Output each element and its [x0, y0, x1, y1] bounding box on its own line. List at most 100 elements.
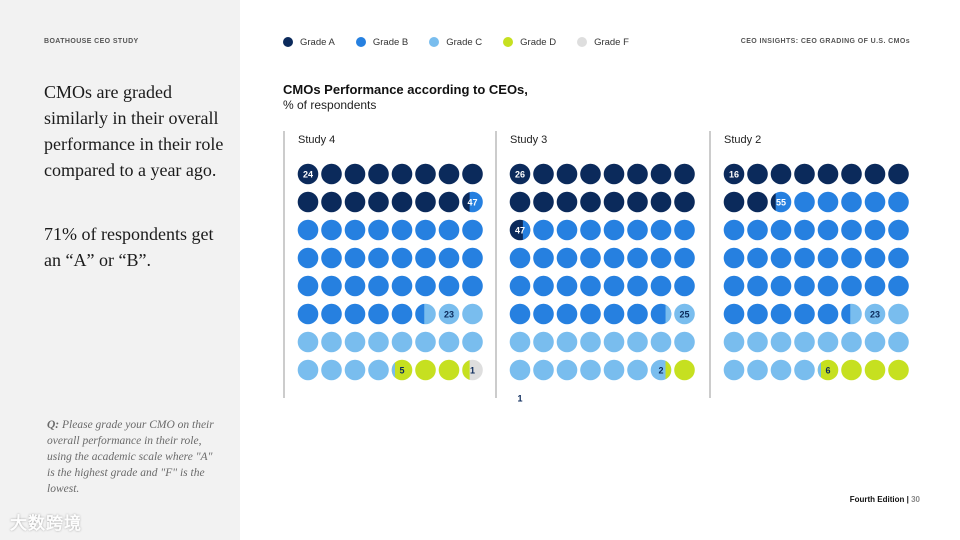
waffle-cell	[415, 191, 436, 213]
watermark-logo: 大数跨境	[10, 514, 82, 533]
waffle-cell	[415, 219, 436, 241]
question-text: Please grade your CMO on their overall p…	[47, 419, 214, 495]
waffle-cell	[888, 275, 909, 297]
waffle-cell	[650, 247, 672, 269]
waffle-cell	[864, 163, 886, 185]
waffle-cell	[368, 163, 389, 185]
waffle-cell	[841, 275, 862, 297]
legend-swatch	[503, 37, 514, 47]
waffle-cell	[438, 331, 460, 353]
survey-question: Q: Please grade your CMO on their overal…	[47, 417, 217, 497]
waffle-cell	[817, 331, 839, 353]
waffle-cell	[723, 331, 745, 353]
waffle-cell	[321, 275, 342, 297]
data-label-grade-b: 47	[467, 197, 477, 207]
waffle-cell	[794, 191, 815, 213]
waffle-cell	[627, 331, 648, 353]
waffle-cell-partial	[841, 303, 851, 325]
waffle-cell	[723, 303, 745, 325]
question-label: Q:	[47, 419, 60, 431]
waffle-cell	[368, 359, 389, 381]
data-label-grade-a: 26	[515, 169, 525, 179]
waffle-cell	[533, 359, 554, 381]
waffle-cell	[747, 331, 768, 353]
waffle-cell	[368, 331, 389, 353]
legend-swatch	[283, 37, 293, 47]
waffle-cell	[817, 163, 839, 185]
waffle-cell	[603, 247, 625, 269]
waffle-cell	[344, 191, 366, 213]
waffle-cell	[297, 219, 319, 241]
waffle-cell	[794, 275, 815, 297]
waffle-cell	[770, 247, 792, 269]
study-panel: Study 4 24 47 23 5 1	[283, 131, 483, 398]
chart-legend: Grade A Grade B Grade C Grade D Grade F	[283, 35, 650, 49]
waffle-cell	[888, 163, 909, 185]
waffle-cell	[462, 163, 483, 185]
waffle-cell	[627, 247, 648, 269]
waffle-cell	[462, 219, 483, 241]
waffle-cell	[650, 163, 672, 185]
study-panel: Study 2 16 55 23 6	[709, 131, 909, 398]
data-label-grade-c: 23	[444, 309, 454, 319]
waffle-cell	[770, 331, 792, 353]
waffle-cell	[391, 247, 413, 269]
waffle-cell	[344, 219, 366, 241]
waffle-cell	[391, 191, 413, 213]
waffle-cell	[841, 331, 862, 353]
waffle-cell	[723, 191, 745, 213]
waffle-cell-partial	[665, 304, 672, 324]
waffle-cell	[650, 331, 672, 353]
waffle-cell	[864, 247, 886, 269]
legend-label: Grade C	[446, 36, 483, 48]
waffle-cell	[674, 331, 695, 353]
data-label-grade-d: 5	[399, 365, 404, 375]
waffle-cell	[674, 247, 695, 269]
waffle-cell	[674, 275, 695, 297]
waffle-cell	[344, 303, 366, 325]
waffle-cell	[391, 275, 413, 297]
waffle-cell	[344, 163, 366, 185]
waffle-cell	[297, 247, 319, 269]
waffle-cell	[438, 191, 460, 213]
legend-item-grade-b: Grade B	[355, 37, 408, 48]
waffle-cell	[580, 331, 601, 353]
waffle-cell	[674, 219, 695, 241]
waffle-cell	[462, 331, 483, 353]
waffle-cell	[841, 247, 862, 269]
legend-label: Grade D	[520, 36, 557, 48]
waffle-cell	[747, 219, 768, 241]
waffle-cell	[580, 191, 601, 213]
waffle-cell	[297, 359, 319, 381]
waffle-cell	[415, 331, 436, 353]
waffle-cell	[770, 303, 792, 325]
waffle-cell	[650, 191, 672, 213]
waffle-cell	[747, 275, 768, 297]
waffle-cell	[817, 359, 839, 381]
waffle-cell	[817, 275, 839, 297]
legend-item-grade-d: Grade D	[503, 37, 556, 48]
page-number: 30	[911, 495, 920, 504]
waffle-cell	[368, 247, 389, 269]
study-panel: Study 3 26 47 25 2 1	[495, 131, 695, 403]
waffle-cell	[321, 247, 342, 269]
waffle-cell	[580, 163, 601, 185]
waffle-cell	[674, 163, 695, 185]
waffle-cell	[841, 191, 862, 213]
waffle-cell-partial	[462, 360, 470, 380]
waffle-cell	[650, 219, 672, 241]
waffle-cell	[462, 275, 483, 297]
waffle-cell-partial	[770, 193, 776, 211]
waffle-cell	[817, 191, 839, 213]
waffle-cell	[888, 191, 909, 213]
waffle-cell	[533, 331, 554, 353]
waffle-cell	[864, 331, 886, 353]
key-stat-text: 71% of respondents get an “A” or “B”.	[44, 224, 214, 270]
waffle-cell	[747, 163, 768, 185]
waffle-cell	[556, 275, 578, 297]
waffle-cell	[864, 191, 886, 213]
waffle-cell	[297, 191, 319, 213]
waffle-cell	[509, 247, 531, 269]
section-title: CEO INSIGHTS: CEO GRADING OF U.S. CMOs	[740, 38, 910, 45]
